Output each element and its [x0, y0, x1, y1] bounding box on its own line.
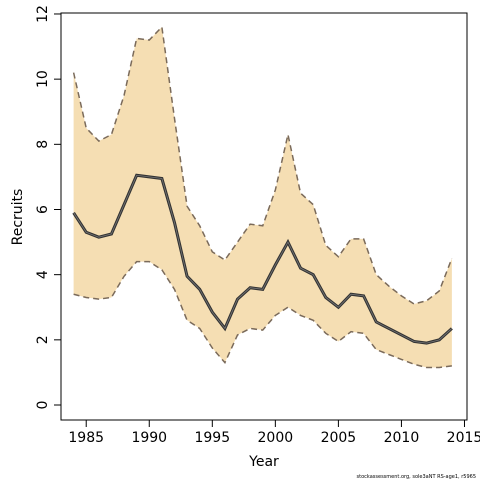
y-tick-label: 0 — [35, 401, 51, 410]
y-tick-label: 2 — [35, 335, 51, 344]
lower-bound — [73, 260, 452, 369]
confidence-band — [73, 27, 452, 368]
x-tick-label: 2000 — [258, 430, 294, 446]
plot-frame — [60, 12, 468, 421]
y-axis-label: Recruits — [10, 189, 26, 246]
y-tick-label: 6 — [35, 205, 51, 214]
x-tick-label: 2005 — [321, 430, 357, 446]
x-axis-label: Year — [248, 454, 279, 470]
upper-bound — [72, 25, 453, 305]
x-tick-label: 1985 — [68, 430, 104, 446]
y-tick-label: 12 — [35, 5, 51, 23]
y-tick-label: 4 — [35, 270, 51, 279]
x-tick-label: 1995 — [194, 430, 230, 446]
y-tick-label: 8 — [35, 140, 51, 149]
x-tick-label: 2015 — [447, 430, 480, 446]
estimate-line-inner — [73, 174, 453, 344]
x-tick-label: 1990 — [131, 430, 167, 446]
y-tick-label: 10 — [35, 70, 51, 88]
x-tick-label: 2010 — [384, 430, 420, 446]
footer: stockassessment.org, sole3aNT RS-age1, r… — [357, 474, 476, 480]
